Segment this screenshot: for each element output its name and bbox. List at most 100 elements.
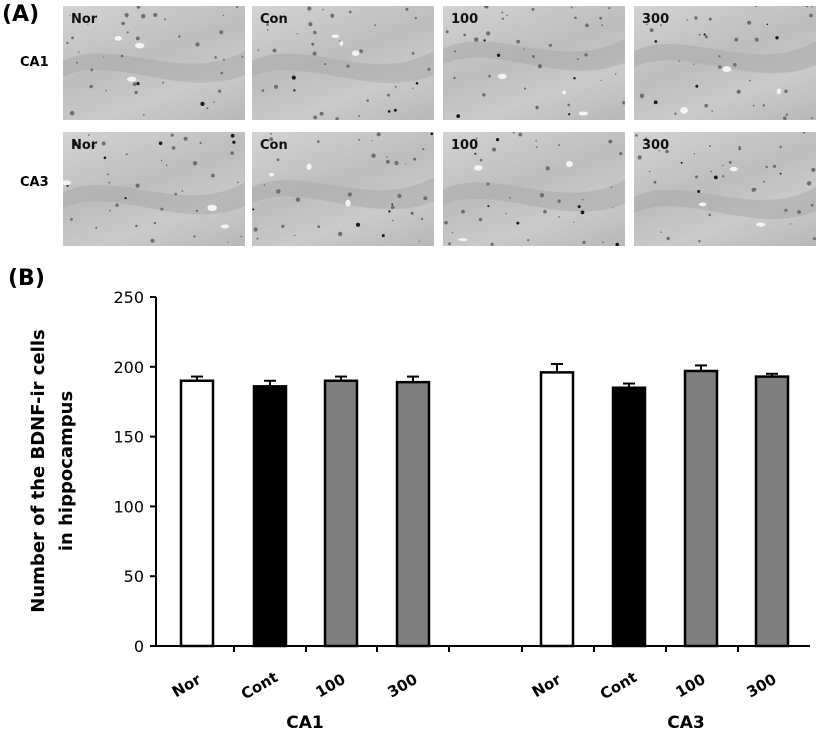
cell-speckle: [273, 84, 279, 89]
cell-speckle: [811, 6, 813, 8]
x-tick-label: Cont: [597, 668, 640, 703]
cell-speckle: [509, 196, 512, 199]
y-tick-label: 50: [124, 567, 144, 586]
cell-speckle: [698, 240, 701, 243]
micrograph-tag: Nor: [71, 12, 98, 27]
cell-speckle: [420, 217, 424, 221]
cell-speckle: [411, 87, 414, 90]
cell-speckle: [478, 217, 483, 222]
cell-speckle: [811, 167, 816, 172]
cell-speckle: [103, 156, 107, 160]
cell-speckle: [335, 117, 339, 120]
cell-speckle: [539, 193, 544, 198]
cell-speckle: [784, 208, 788, 212]
cell-speckle: [451, 231, 454, 234]
vessel-spot: [566, 161, 573, 168]
cell-speckle: [206, 107, 209, 110]
cell-speckle: [108, 181, 111, 184]
cell-speckle: [414, 16, 417, 20]
cell-speckle: [115, 203, 119, 207]
cell-speckle: [501, 11, 504, 14]
cell-speckle: [199, 141, 202, 144]
cell-speckle: [585, 23, 589, 28]
cell-speckle: [558, 216, 560, 218]
x-tick-label: 100: [312, 670, 348, 701]
cell-speckle: [213, 101, 215, 103]
cell-speckle: [753, 187, 757, 191]
cell-speckle: [236, 181, 239, 184]
row-label-ca1: CA1: [20, 55, 49, 70]
cell-speckle: [501, 17, 504, 20]
cell-speckle: [646, 23, 648, 26]
cell-speckle: [69, 14, 71, 16]
bar-ca1-cont: [252, 385, 288, 648]
cell-speckle: [317, 225, 321, 228]
cell-speckle: [374, 24, 377, 27]
cell-speckle: [475, 137, 478, 140]
cell-speckle: [106, 173, 109, 176]
cell-speckle: [694, 16, 698, 20]
cell-speckle: [366, 99, 369, 102]
cell-speckle: [136, 82, 140, 86]
cell-speckle: [718, 55, 721, 58]
cell-speckle: [779, 145, 782, 149]
cell-speckle: [674, 112, 677, 115]
cell-speckle: [806, 181, 812, 186]
tissue-band: [63, 182, 245, 215]
bar-ca3-nor: [539, 371, 575, 648]
cell-speckle: [506, 14, 508, 17]
bar-ca3-100: [683, 369, 719, 648]
cell-speckle: [454, 50, 457, 53]
cell-speckle: [296, 33, 298, 35]
vessel-spot: [127, 76, 137, 82]
micrograph-tag: 100: [451, 138, 479, 153]
cell-speckle: [486, 31, 491, 36]
cell-speckle: [573, 77, 576, 80]
cell-speckle: [427, 67, 431, 71]
cell-speckle: [69, 110, 75, 116]
cell-speckle: [214, 56, 217, 59]
cell-speckle: [602, 241, 604, 244]
cell-speckle: [574, 16, 577, 20]
cell-speckle: [75, 61, 78, 64]
cell-speckle: [453, 76, 456, 80]
cell-speckle: [558, 144, 561, 147]
cell-speckle: [483, 39, 486, 42]
cell-speckle: [322, 8, 324, 11]
cell-speckle: [183, 136, 188, 141]
cell-speckle: [95, 226, 98, 229]
cell-speckle: [89, 84, 93, 89]
cell-speckle: [695, 175, 698, 179]
micrograph-tag: 300: [642, 138, 670, 153]
bar-ca3-300: [754, 375, 790, 648]
cell-speckle: [680, 161, 683, 164]
cell-speckle: [703, 33, 706, 36]
cell-speckle: [263, 184, 266, 186]
cell-speckle: [220, 71, 224, 75]
cell-speckle: [391, 203, 394, 206]
cell-speckle: [708, 213, 711, 217]
cell-speckle: [543, 209, 547, 214]
cell-speckle: [178, 35, 181, 38]
cell-speckle: [430, 132, 434, 136]
cell-speckle: [713, 175, 718, 180]
cell-speckle: [545, 166, 550, 171]
micrograph-tag: Nor: [71, 138, 98, 153]
cell-speckle: [394, 160, 399, 166]
y-tick-label: 250: [113, 288, 144, 307]
cell-speckle: [266, 20, 269, 24]
x-tick-label: Nor: [529, 670, 565, 701]
cell-speckle: [371, 139, 373, 142]
tissue-band: [252, 50, 434, 83]
tissue-band: [634, 41, 816, 74]
cell-speckle: [678, 60, 680, 62]
cell-speckle: [653, 180, 657, 184]
cell-speckle: [738, 145, 741, 149]
cell-speckle: [162, 81, 165, 84]
y-tick-label: 100: [113, 497, 144, 516]
cell-speckle: [193, 235, 196, 238]
cell-speckle: [311, 42, 315, 46]
cell-speckle: [568, 113, 571, 116]
cell-speckle: [722, 164, 724, 167]
y-tick-label: 0: [134, 637, 144, 656]
